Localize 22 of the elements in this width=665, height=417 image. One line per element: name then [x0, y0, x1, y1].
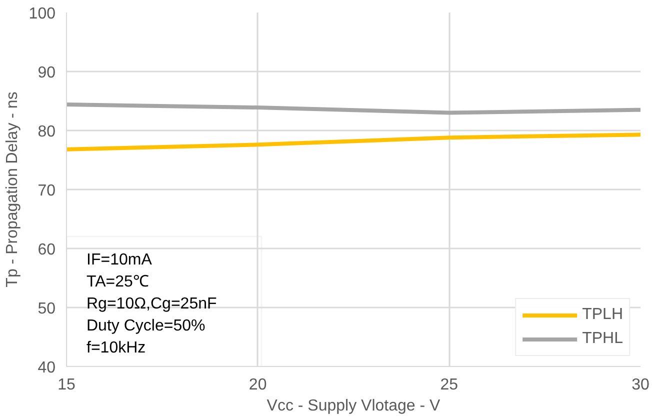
- y-tick-label: 40: [38, 360, 56, 376]
- line-series: [66, 102, 640, 115]
- y-tick-label: 70: [38, 182, 56, 200]
- legend-label: TPHL: [582, 330, 623, 348]
- x-tick-label: 30: [632, 376, 650, 394]
- x-tick-label: 15: [58, 376, 76, 394]
- y-tick-label: 50: [38, 300, 56, 318]
- x-tick-label: 25: [440, 376, 458, 394]
- line-series: [66, 132, 640, 152]
- y-axis-title: Tp - Propagation Delay - ns: [4, 92, 21, 288]
- x-tick-label: 20: [248, 376, 267, 394]
- annotation: TA=25℃: [86, 274, 149, 290]
- annotation: f=10kHz: [86, 340, 146, 356]
- y-tick-label: 60: [38, 242, 56, 258]
- legend-label: TPLH: [582, 306, 623, 324]
- y-tick-label: 100: [28, 6, 56, 22]
- y-tick-label: 80: [38, 124, 56, 140]
- x-axis-title: Vcc - Supply Vlotage - V: [266, 398, 441, 414]
- annotation: Rg=10Ω,Cg=25nF: [86, 296, 217, 312]
- y-tick-label: 90: [38, 64, 56, 82]
- annotation: Duty Cycle=50%: [86, 318, 206, 334]
- annotation: IF=10mA: [86, 252, 152, 268]
